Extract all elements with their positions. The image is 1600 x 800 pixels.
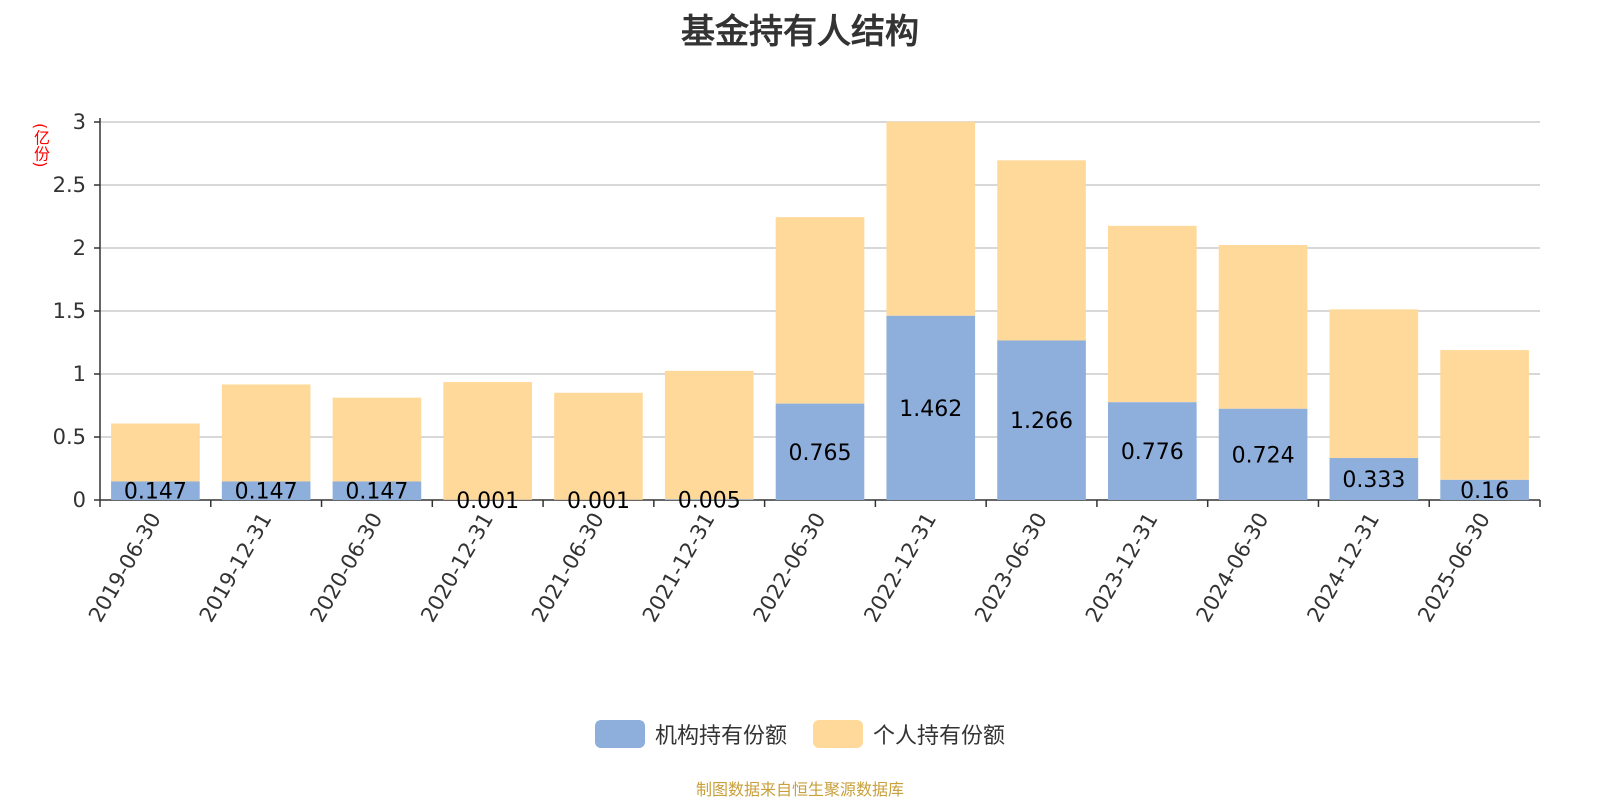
bar-institution-2023-12-31 [1108,402,1197,500]
bar-individual-2022-06-30 [775,217,865,404]
bar-institution-2019-06-30 [111,481,200,500]
y-tick-label: 1.5 [53,299,86,323]
x-tick-label-2024-06-30: 2024-06-30 [1192,509,1274,627]
x-tick-label-2023-12-31: 2023-12-31 [1081,509,1163,627]
y-tick-label: 0.5 [53,425,86,449]
legend-swatch-institution [594,720,645,748]
data-label-institution-2022-12-31: 1.462 [899,397,962,422]
data-label-institution-2019-06-30: 0.147 [124,480,187,505]
y-tick-label: 2.5 [53,173,86,197]
legend-item-individual[interactable]: 个人持有份额 [813,718,1005,750]
legend-label-institution: 机构持有份额 [654,724,787,749]
data-label-institution-2025-06-30: 0.16 [1460,479,1509,504]
bar-individual-2025-06-30 [1440,350,1529,480]
x-tick-label-2022-12-31: 2022-12-31 [859,509,941,627]
x-tick-label-2020-12-31: 2020-12-31 [416,509,498,627]
bar-individual-2021-06-30 [554,392,643,500]
data-label-institution-2021-06-30: 0.001 [567,489,630,514]
y-tick-label: 2 [73,236,86,260]
data-label-institution-2021-12-31: 0.005 [678,489,741,514]
x-tick-label-2024-12-31: 2024-12-31 [1302,509,1384,627]
x-tick-label-2021-12-31: 2021-12-31 [638,509,720,627]
bar-institution-2020-06-30 [332,481,422,500]
x-tick-label-2023-06-30: 2023-06-30 [970,509,1052,627]
bar-individual-2022-12-31 [886,121,976,316]
data-label-institution-2019-12-31: 0.147 [235,480,298,505]
data-label-institution-2022-06-30: 0.765 [789,441,852,466]
data-label-institution-2024-12-31: 0.333 [1342,468,1405,493]
legend-label-individual: 个人持有份额 [873,724,1006,749]
bar-institution-2021-12-31 [664,499,754,500]
legend-item-institution[interactable]: 机构持有份额 [594,718,787,750]
bar-individual-2019-12-31 [221,384,311,482]
x-tick-label-2019-12-31: 2019-12-31 [195,509,277,627]
bar-individual-2019-06-30 [111,423,200,482]
data-label-institution-2020-12-31: 0.001 [456,489,519,514]
bar-institution-2025-06-30 [1440,479,1529,500]
y-axis-unit-label: (亿份) [31,122,50,168]
data-label-institution-2023-06-30: 1.266 [1010,409,1073,434]
bar-individual-2024-06-30 [1218,244,1308,409]
data-label-institution-2023-12-31: 0.776 [1121,440,1184,465]
x-tick-label-2021-06-30: 2021-06-30 [527,509,609,627]
y-tick-label: 1 [73,362,86,386]
data-label-institution-2024-06-30: 0.724 [1232,443,1295,468]
data-label-institution-2020-06-30: 0.147 [345,480,408,505]
bar-individual-2023-06-30 [997,160,1086,341]
x-tick-label-2020-06-30: 2020-06-30 [305,509,387,627]
legend-swatch-individual [813,720,863,748]
y-tick-label: 3 [73,110,86,134]
source-note: 制图数据来自恒生聚源数据库 [695,780,904,799]
legend: 机构持有份额 个人持有份额 [0,718,1600,750]
bar-individual-2021-12-31 [664,370,754,500]
bar-institution-2022-06-30 [775,403,865,500]
chart-title: 基金持有人结构 [681,12,919,52]
bar-individual-2020-12-31 [443,382,532,500]
bar-individual-2023-12-31 [1108,225,1197,403]
y-tick-label: 0 [73,488,86,512]
bar-institution-2022-12-31 [886,315,976,500]
bar-individual-2020-06-30 [332,397,422,482]
bar-institution-2023-06-30 [997,340,1086,500]
x-tick-label-2022-06-30: 2022-06-30 [749,509,831,627]
bar-individual-2024-12-31 [1329,309,1419,459]
x-tick-label-2025-06-30: 2025-06-30 [1413,509,1495,627]
bar-institution-2019-12-31 [221,481,311,500]
x-tick-label-2019-06-30: 2019-06-30 [84,509,166,627]
bar-institution-2024-06-30 [1218,408,1308,500]
bar-institution-2024-12-31 [1329,458,1419,500]
